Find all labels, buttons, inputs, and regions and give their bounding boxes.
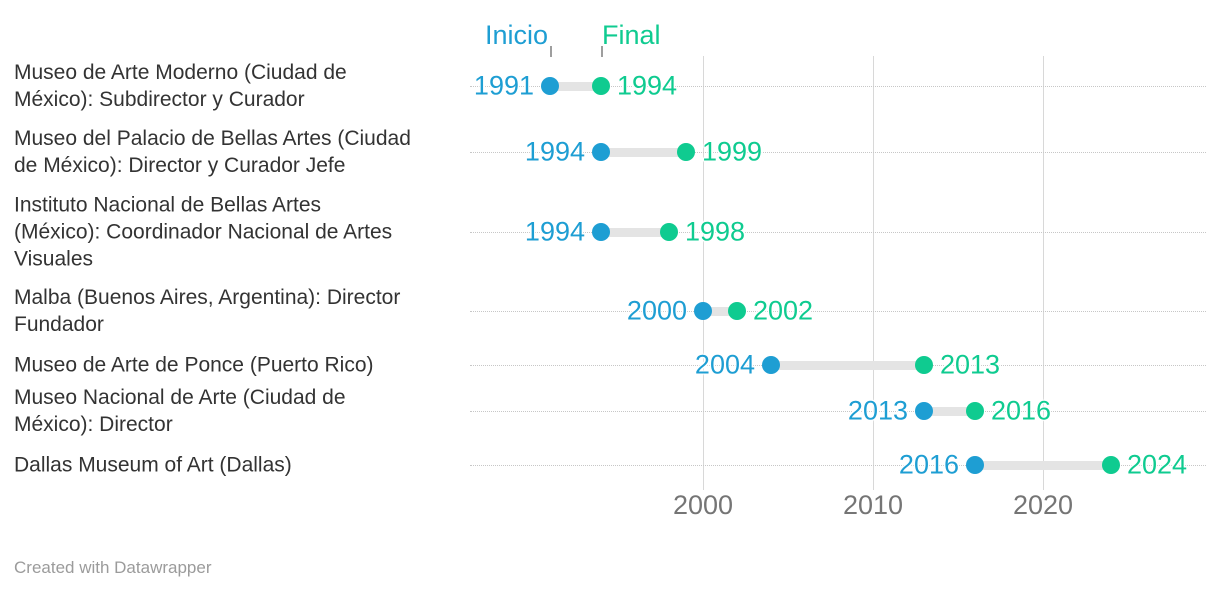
range-connector: [601, 227, 669, 237]
start-year-label: 2013: [847, 395, 908, 426]
row-guide: [470, 86, 1206, 87]
category-label: Museo de Arte Moderno (Ciudad de México)…: [14, 61, 347, 111]
end-year-label: 1994: [617, 70, 678, 101]
end-dot: [677, 143, 695, 161]
start-year-label: 1994: [524, 136, 585, 167]
row-guide: [470, 465, 1206, 466]
vertical-gridline-2000: [703, 56, 704, 490]
row-guide: [470, 232, 1206, 233]
start-dot: [592, 223, 610, 241]
start-dot: [694, 302, 712, 320]
start-year-label: 2004: [694, 349, 755, 380]
start-year-label: 1994: [524, 216, 585, 247]
start-year-label: 1991: [473, 70, 534, 101]
x-axis-tick-label: 2000: [672, 490, 734, 520]
end-dot: [1102, 456, 1120, 474]
row-guide: [470, 311, 1206, 312]
range-connector: [975, 460, 1111, 470]
end-year-label: 2013: [940, 349, 1001, 380]
legend-tick-final: [601, 46, 603, 57]
end-year-label: 2024: [1127, 449, 1188, 480]
category-label: Instituto Nacional de Bellas Artes (Méxi…: [14, 193, 393, 271]
datawrapper-credit: Created with Datawrapper: [14, 558, 212, 577]
end-year-label: 1999: [702, 136, 763, 167]
legend-tick-inicio: [550, 46, 552, 57]
x-axis-tick-label: 2020: [1012, 490, 1074, 520]
row-guide: [470, 152, 1206, 153]
start-dot: [592, 143, 610, 161]
vertical-gridline-2010: [873, 56, 874, 490]
start-dot: [541, 77, 559, 95]
category-label: Museo del Palacio de Bellas Artes (Ciuda…: [14, 127, 411, 177]
end-year-label: 2002: [753, 295, 814, 326]
end-year-label: 1998: [685, 216, 746, 247]
end-dot: [660, 223, 678, 241]
x-axis-tick-label: 2010: [842, 490, 904, 520]
range-connector: [924, 406, 975, 416]
category-label: Dallas Museum of Art (Dallas): [14, 453, 292, 477]
end-year-label: 2016: [991, 395, 1052, 426]
range-connector: [703, 306, 737, 316]
end-dot: [728, 302, 746, 320]
range-connector: [771, 360, 924, 370]
legend-label-inicio: Inicio: [484, 20, 548, 50]
start-dot: [966, 456, 984, 474]
row-guide: [470, 411, 1206, 412]
start-year-label: 2016: [898, 449, 959, 480]
start-dot: [915, 402, 933, 420]
category-label: Malba (Buenos Aires, Argentina): Directo…: [14, 286, 401, 336]
start-year-label: 2000: [626, 295, 687, 326]
start-dot: [762, 356, 780, 374]
category-label: Museo Nacional de Arte (Ciudad de México…: [14, 386, 346, 436]
legend-label-final: Final: [602, 20, 661, 50]
category-label: Museo de Arte de Ponce (Puerto Rico): [14, 353, 374, 377]
end-dot: [915, 356, 933, 374]
end-dot: [966, 402, 984, 420]
range-connector: [550, 81, 601, 91]
end-dot: [592, 77, 610, 95]
range-connector: [601, 147, 686, 157]
vertical-gridline-2020: [1043, 56, 1044, 490]
